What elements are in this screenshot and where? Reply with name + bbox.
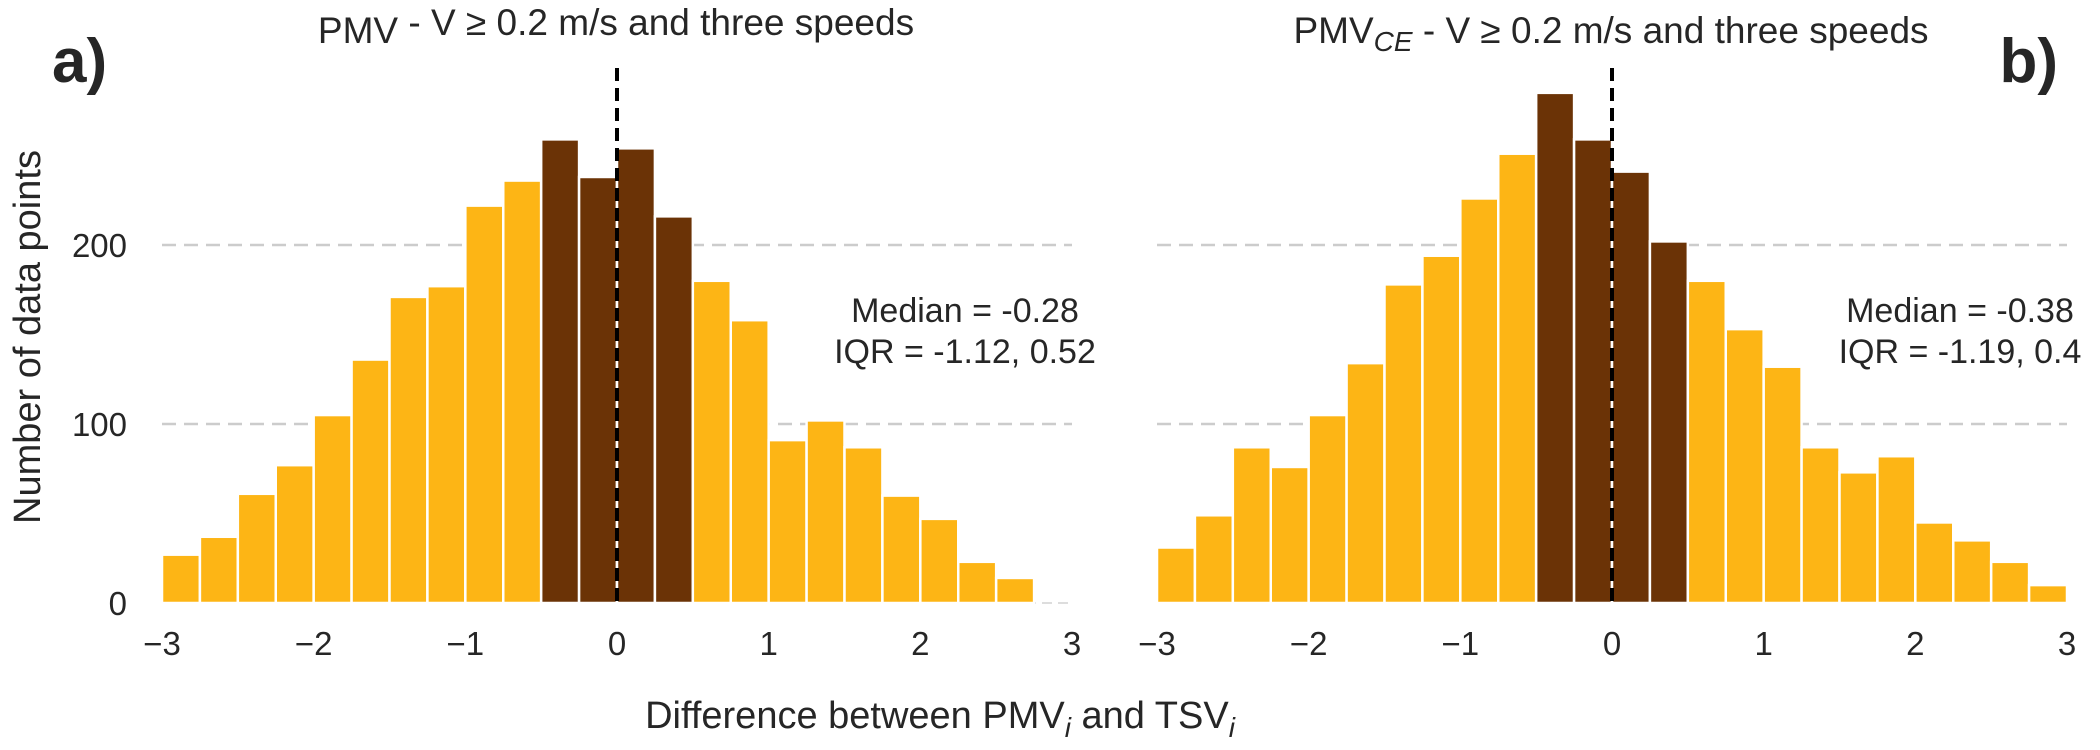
panel-b-bar (1686, 279, 1728, 605)
panel-b-iqr-annotation: IQR = -1.19, 0.4 (1839, 333, 2082, 371)
panel-a-y-tick-label: 200 (72, 227, 127, 264)
panel-a-x-tick-label: 1 (759, 625, 777, 662)
panel-b-letter: b) (1999, 27, 2058, 96)
x-axis-label: Difference between PMVi and TSVi (645, 695, 1236, 743)
panel-b: b) PMVCE - V ≥ 0.2 m/s and three speeds … (1138, 10, 2081, 662)
panel-a: a) PMV - V ≥ 0.2 m/s and three speeds −3… (52, 2, 1096, 662)
panel-a-bar (160, 553, 202, 605)
panel-b-bar (1459, 197, 1500, 605)
panel-a-x-tick-label: −2 (295, 625, 333, 662)
panel-a-median-annotation: Median = -0.28 (851, 292, 1079, 330)
panel-b-bar (1345, 361, 1386, 605)
panel-a-bar (994, 576, 1036, 605)
panel-a-bar (312, 413, 353, 605)
panel-a-title-rest: - V ≥ 0.2 m/s and three speeds (398, 2, 914, 43)
panel-b-bar (1648, 240, 1690, 605)
panel-a-bar (274, 463, 315, 605)
panel-a-bar (577, 175, 619, 605)
panel-b-bar (1762, 365, 1803, 605)
panel-b-bars (1155, 91, 2069, 605)
panel-b-x-tick-label: −2 (1290, 625, 1328, 662)
panel-b-x-tick-label: 2 (1906, 625, 1924, 662)
panel-a-x-tick-label: −1 (447, 625, 485, 662)
panel-b-x-tick-label: 0 (1603, 625, 1621, 662)
panel-b-bar (1989, 560, 2031, 605)
panel-b-bar (2027, 583, 2069, 605)
panel-b-title-sub: CE (1374, 26, 1413, 57)
panel-a-bar (198, 535, 240, 605)
panel-a-bar (881, 494, 922, 605)
panel-a-bar (350, 358, 391, 605)
panel-b-bar (1193, 514, 1235, 605)
x-axis-label-part-2: and TSV (1071, 695, 1229, 737)
panel-a-bar (729, 318, 770, 605)
panel-a-x-tick-label: −3 (143, 625, 181, 662)
panel-b-bar (1610, 170, 1652, 605)
panel-a-bar (236, 492, 277, 605)
panel-b-bar (1800, 446, 1841, 605)
panel-b-title-main: PMV (1293, 10, 1374, 51)
panel-a-bar (843, 446, 884, 605)
x-axis-label-sub-1: i (1065, 712, 1072, 743)
panel-a-title-main: PMV (318, 10, 399, 51)
y-axis-label: Number of data points (7, 150, 49, 524)
panel-b-bar (1534, 91, 1576, 605)
panel-b-x-tick-label: 3 (2058, 625, 2076, 662)
panel-b-bar (1724, 327, 1765, 605)
panel-a-bar (691, 279, 732, 605)
panel-b-bar (1838, 471, 1879, 605)
panel-a-x-tick-label: 3 (1063, 625, 1081, 662)
panel-a-bar (502, 179, 543, 605)
panel-b-bar (1572, 138, 1614, 605)
panel-a-bar (426, 284, 467, 605)
panel-b-bar (1876, 454, 1917, 605)
panel-a-letter: a) (52, 27, 107, 96)
panel-a-bar (957, 560, 998, 605)
panel-a-title: PMV - V ≥ 0.2 m/s and three speeds (318, 2, 914, 51)
panel-b-bar (1383, 283, 1424, 605)
panel-a-y-tick-label: 100 (72, 406, 127, 443)
panel-b-bar (1307, 413, 1348, 605)
panel-b-bar (1231, 446, 1273, 605)
panel-a-bar (919, 517, 960, 605)
panel-b-bar (1497, 152, 1538, 605)
panel-b-bar (1421, 254, 1462, 605)
panel-a-bars (160, 138, 1036, 605)
panel-b-bar (1914, 521, 1955, 605)
panel-b-x-tick-label: −1 (1442, 625, 1480, 662)
panel-a-bar (464, 204, 505, 605)
panel-b-bar (1952, 539, 1993, 605)
panel-a-x-tick-label: 0 (608, 625, 626, 662)
x-axis-label-sub-2: i (1229, 712, 1236, 743)
panel-a-bar (653, 215, 695, 605)
panel-b-x-tick-label: −3 (1138, 625, 1176, 662)
panel-b-bar (1269, 465, 1310, 605)
panel-b-title: PMVCE - V ≥ 0.2 m/s and three speeds (1293, 10, 1928, 57)
panel-a-bar (767, 438, 808, 605)
panel-b-median-annotation: Median = -0.38 (1846, 292, 2074, 330)
panel-b-ticks: −3 −2 −1 0 1 2 3 (1138, 625, 2076, 662)
panel-b-x-tick-label: 1 (1754, 625, 1772, 662)
panel-a-iqr-annotation: IQR = -1.12, 0.52 (834, 333, 1096, 371)
panel-a-bar (615, 147, 657, 605)
panel-b-title-rest: - V ≥ 0.2 m/s and three speeds (1413, 10, 1929, 51)
panel-a-bar (388, 295, 429, 605)
panel-a-ticks: −3 −2 −1 0 1 2 3 0 100 200 (72, 227, 1081, 662)
panel-a-bar (805, 419, 846, 605)
panel-a-x-tick-label: 2 (911, 625, 929, 662)
panel-a-y-tick-label: 0 (109, 585, 127, 622)
x-axis-label-part-1: Difference between PMV (645, 695, 1065, 737)
panel-b-bar (1155, 546, 1197, 605)
panel-a-bar (539, 138, 581, 605)
